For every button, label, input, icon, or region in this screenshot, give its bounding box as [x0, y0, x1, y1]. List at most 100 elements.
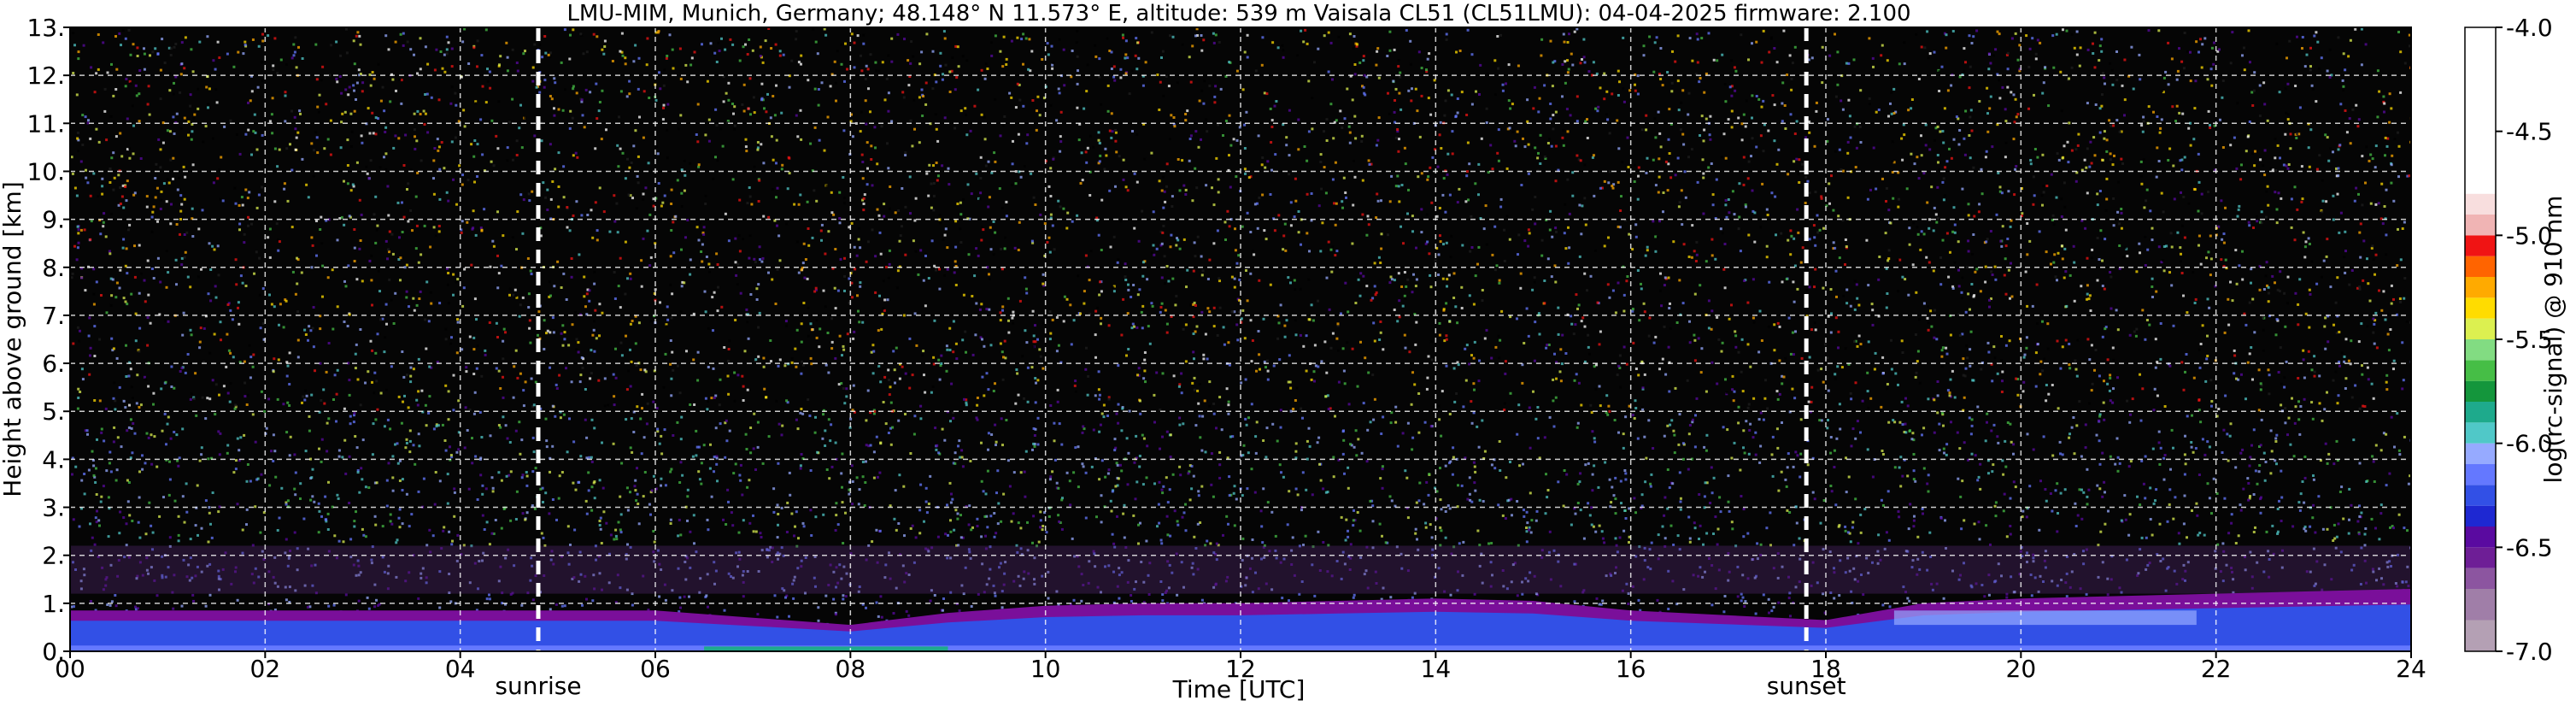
noise-speck [892, 350, 895, 353]
noise-speck [793, 575, 796, 579]
noise-speck [560, 286, 563, 289]
noise-speck [1039, 355, 1042, 358]
noise-speck [441, 67, 444, 70]
noise-speck [158, 313, 161, 316]
noise-speck [1435, 215, 1439, 218]
noise-speck [1669, 327, 1672, 330]
noise-speck [432, 192, 436, 196]
noise-speck [2123, 98, 2127, 102]
noise-speck [1626, 275, 1629, 278]
noise-speck [855, 476, 859, 479]
noise-speck [976, 517, 979, 521]
noise-speck [1287, 276, 1290, 279]
noise-speck [563, 28, 566, 32]
noise-speck [1664, 373, 1668, 376]
noise-speck [746, 570, 749, 573]
noise-speck [150, 566, 153, 569]
noise-speck [1270, 510, 1274, 514]
noise-speck [942, 597, 945, 600]
noise-speck [194, 524, 197, 527]
noise-speck [1110, 112, 1113, 115]
noise-speck [2348, 487, 2351, 491]
noise-speck [1544, 157, 1547, 160]
noise-speck [1650, 541, 1653, 544]
noise-speck [1619, 479, 1622, 483]
noise-speck [2022, 256, 2026, 259]
noise-speck [831, 267, 835, 270]
noise-speck [1048, 338, 1052, 341]
noise-speck [756, 445, 760, 449]
noise-speck [340, 121, 343, 124]
noise-speck [1688, 424, 1692, 427]
noise-speck [2349, 38, 2352, 42]
noise-speck [110, 156, 114, 160]
noise-speck [837, 383, 841, 386]
noise-speck [1073, 555, 1077, 558]
noise-speck [250, 74, 253, 78]
noise-speck [2089, 140, 2092, 144]
noise-speck [1167, 586, 1171, 590]
noise-speck [587, 471, 590, 474]
noise-speck [1100, 198, 1104, 202]
noise-speck [353, 260, 356, 262]
noise-speck [2063, 276, 2066, 279]
noise-speck [1327, 240, 1330, 244]
noise-speck [2371, 244, 2374, 248]
noise-speck [1331, 245, 1335, 249]
noise-speck [2397, 144, 2401, 148]
noise-speck [165, 443, 167, 446]
noise-speck [502, 234, 505, 238]
noise-speck [179, 258, 182, 262]
noise-speck [1921, 550, 1924, 554]
noise-speck [2248, 352, 2251, 356]
noise-speck [2383, 205, 2386, 208]
noise-speck [2076, 338, 2080, 342]
noise-speck [683, 595, 686, 598]
noise-speck [792, 579, 795, 582]
noise-speck [1001, 124, 1005, 127]
noise-speck [973, 104, 977, 108]
noise-speck [1251, 339, 1254, 342]
noise-speck [531, 436, 535, 439]
noise-speck [2321, 588, 2324, 591]
noise-speck [896, 32, 900, 36]
noise-speck [1679, 508, 1682, 511]
noise-speck [625, 388, 629, 391]
noise-speck [1166, 533, 1170, 537]
noise-speck [989, 568, 992, 571]
noise-speck [1006, 459, 1010, 462]
noise-speck [1240, 454, 1243, 457]
noise-speck [2275, 221, 2279, 225]
noise-speck [2397, 449, 2401, 452]
noise-speck [1347, 403, 1351, 406]
noise-speck [1017, 393, 1020, 397]
noise-speck [1427, 355, 1430, 358]
noise-speck [431, 534, 435, 538]
noise-speck [528, 319, 531, 322]
noise-speck [152, 205, 155, 209]
noise-speck [635, 363, 638, 367]
noise-speck [169, 158, 173, 162]
noise-speck [1634, 235, 1638, 238]
noise-speck [1197, 402, 1200, 405]
noise-speck [625, 557, 628, 561]
noise-speck [1844, 525, 1847, 528]
noise-speck [257, 193, 261, 197]
noise-speck [1001, 65, 1005, 68]
noise-speck [166, 422, 169, 426]
noise-speck [1714, 257, 1717, 261]
noise-speck [1838, 594, 1841, 597]
noise-speck [1521, 592, 1524, 596]
noise-speck [1100, 494, 1103, 497]
noise-speck [521, 474, 525, 477]
noise-speck [1087, 75, 1090, 79]
noise-speck [1110, 68, 1113, 70]
noise-speck [542, 536, 545, 539]
noise-speck [643, 436, 646, 439]
noise-speck [554, 81, 557, 85]
noise-speck [1789, 352, 1793, 356]
noise-speck [92, 303, 96, 306]
noise-speck [913, 219, 917, 222]
noise-speck [834, 441, 837, 444]
noise-speck [1182, 422, 1185, 426]
